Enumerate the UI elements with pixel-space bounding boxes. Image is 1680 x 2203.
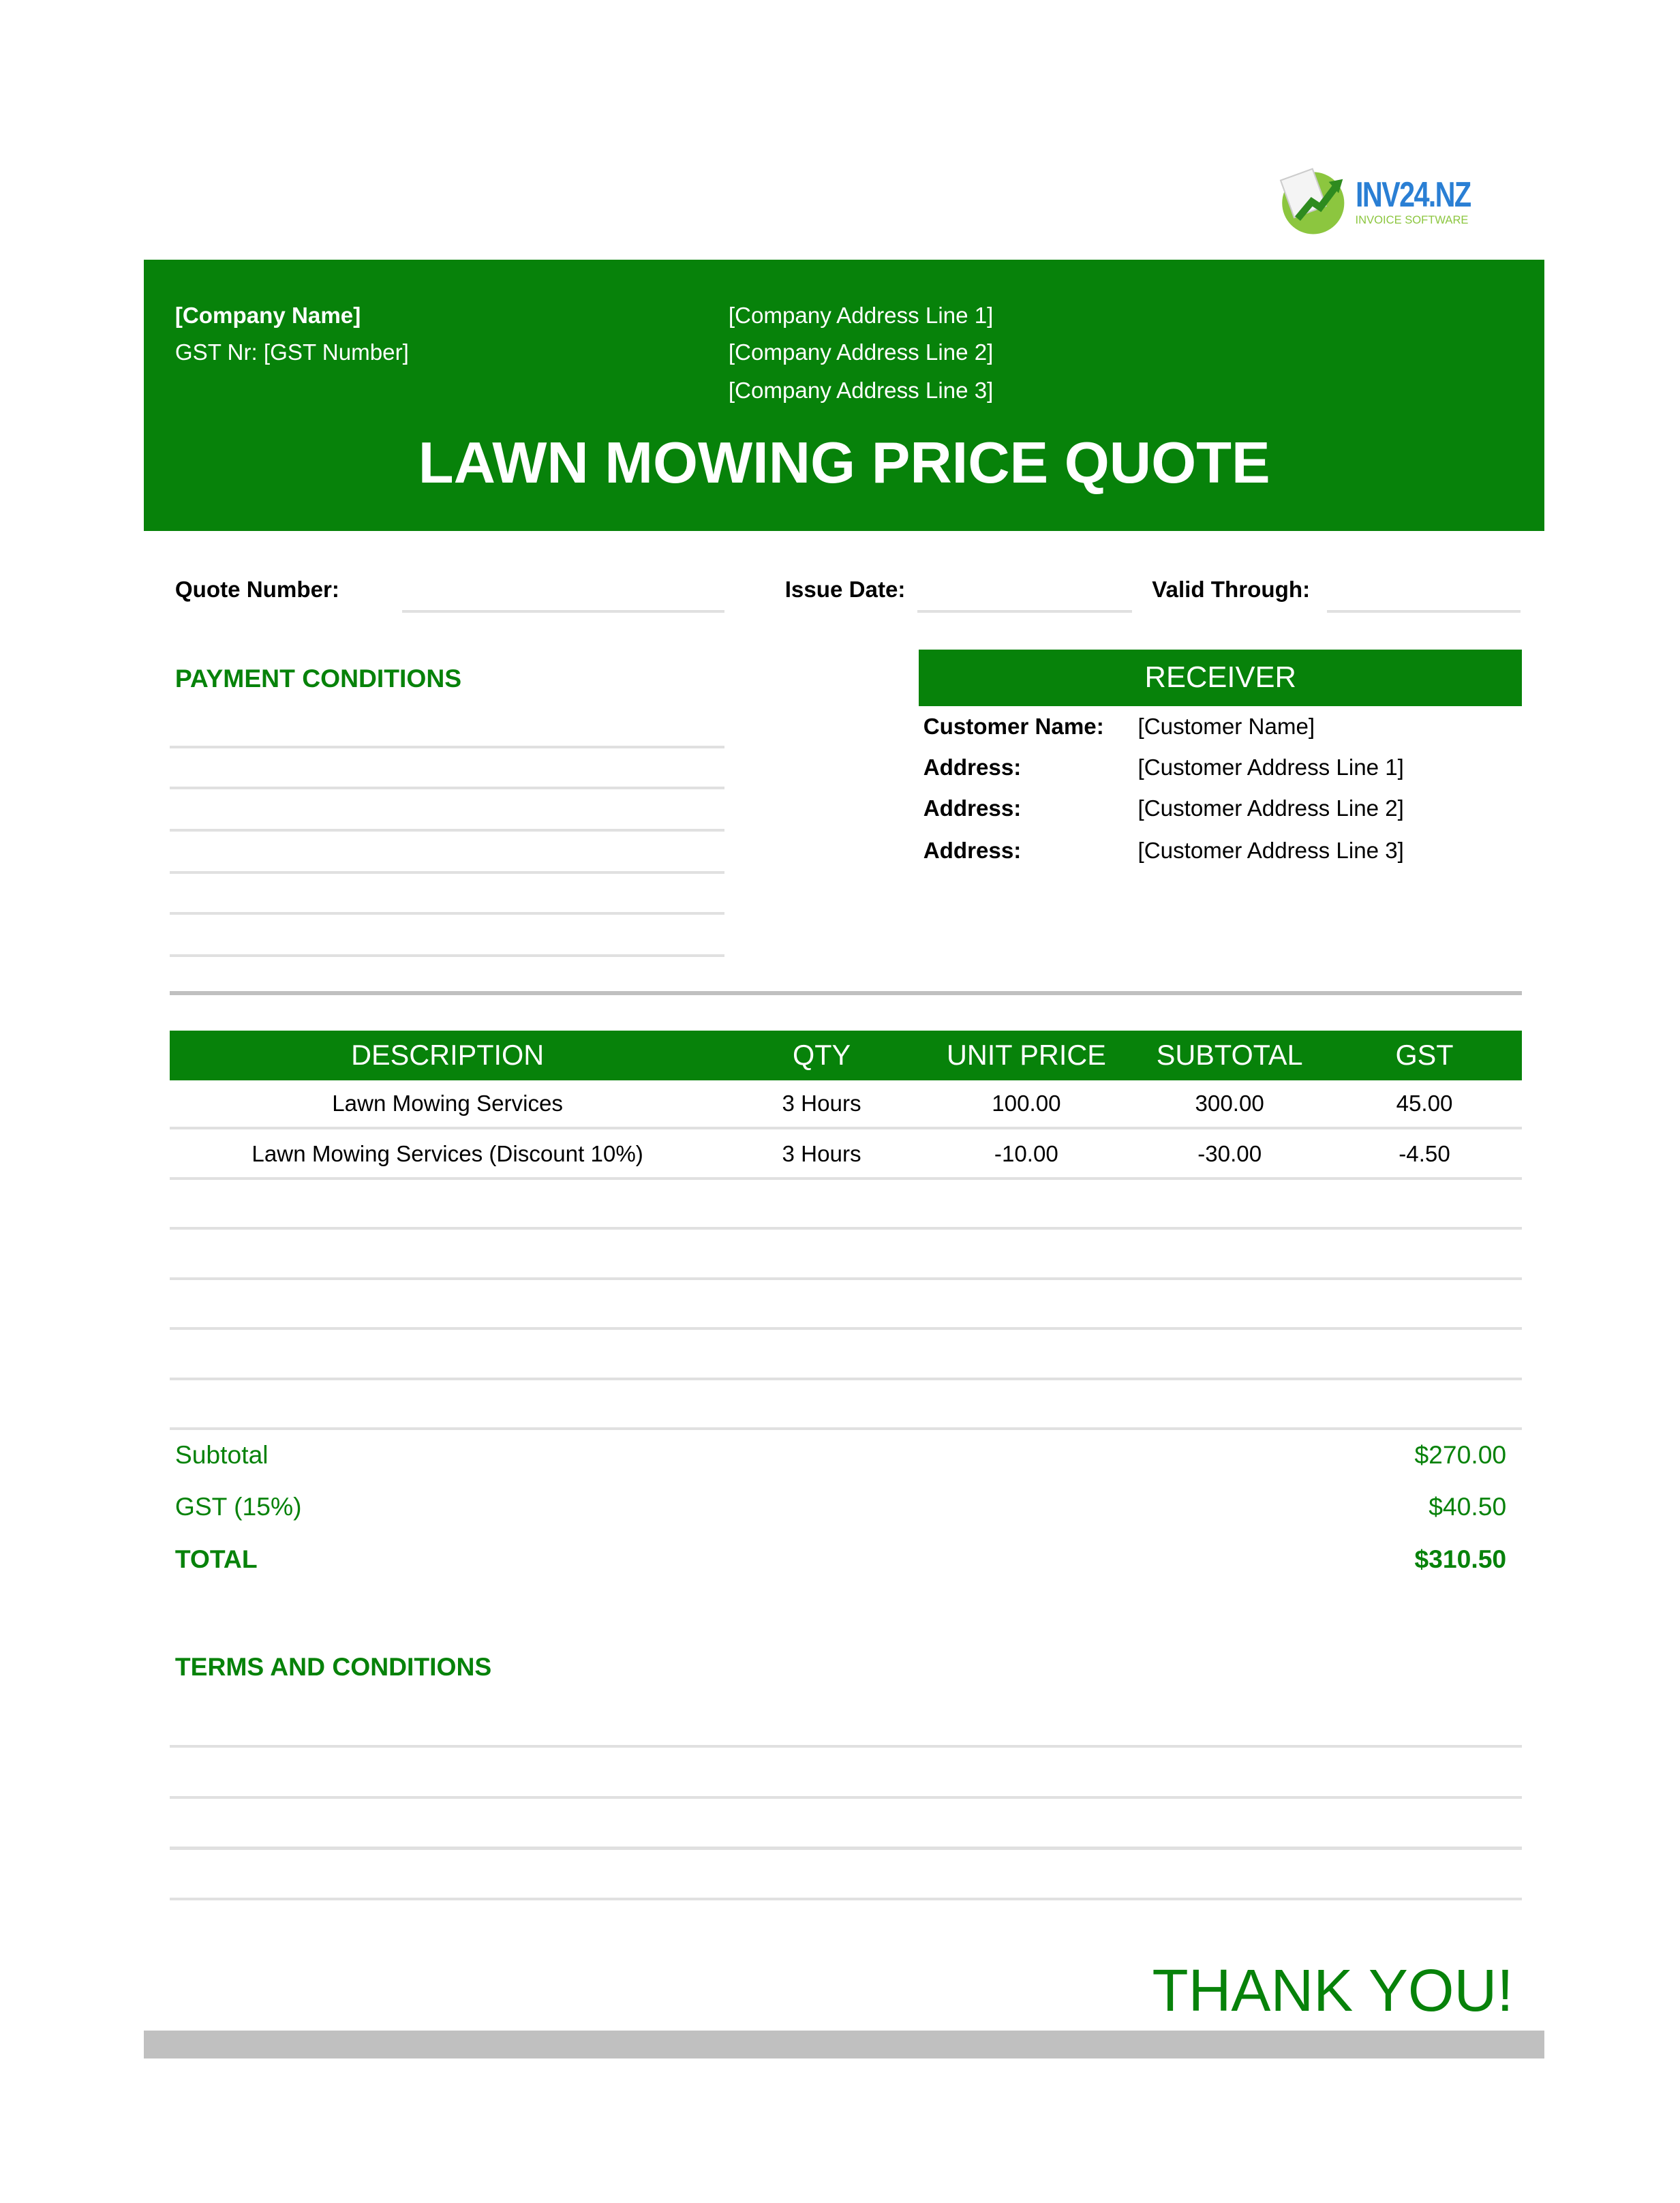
logo-tagline: INVOICE SOFTWARE (1355, 213, 1469, 226)
payment-line[interactable] (169, 954, 724, 958)
col-qty: QTY (792, 1039, 851, 1071)
col-unit-price: UNIT PRICE (946, 1039, 1106, 1071)
items-table-header: DESCRIPTION QTY UNIT PRICE SUBTOTAL GST (169, 1031, 1522, 1080)
terms-line[interactable] (169, 1897, 1522, 1901)
payment-conditions-title: PAYMENT CONDITIONS (174, 663, 462, 693)
cell-subtotal: -30.00 (1197, 1141, 1262, 1167)
cell-qty: 3 Hours (782, 1091, 861, 1117)
inv24-logo: INV24.NZ INVOICE SOFTWARE (1278, 162, 1482, 236)
table-row: Lawn Mowing Services 3 Hours 100.00 300.00 4… (169, 1080, 1522, 1130)
gst-value: $40.50 (1429, 1492, 1507, 1521)
issue-date-label: Issue Date: (784, 577, 906, 603)
payment-line[interactable] (169, 745, 724, 748)
payment-line[interactable] (169, 786, 724, 789)
cell-gst: 45.00 (1396, 1091, 1453, 1117)
cell-qty: 3 Hours (782, 1141, 861, 1167)
total-value: $310.50 (1414, 1545, 1507, 1574)
payment-line[interactable] (169, 871, 724, 875)
table-row (169, 1281, 1522, 1331)
cell-gst: -4.50 (1399, 1141, 1450, 1167)
terms-line[interactable] (169, 1847, 1522, 1850)
issue-date-field[interactable] (917, 609, 1133, 613)
logo-text: INV24.NZ (1355, 174, 1471, 214)
page-title: LAWN MOWING PRICE QUOTE (418, 429, 1270, 495)
table-row (169, 1381, 1522, 1431)
receiver-title: RECEIVER (919, 649, 1522, 706)
quote-number-label: Quote Number: (174, 577, 339, 603)
col-gst: GST (1395, 1039, 1454, 1071)
header-banner: [Company Name] GST Nr: [GST Number] [Com… (144, 260, 1545, 531)
subtotal-value: $270.00 (1414, 1440, 1507, 1469)
thank-you: THANK YOU! (1152, 1957, 1514, 2024)
terms-line[interactable] (169, 1745, 1522, 1748)
address-label: Address: (923, 838, 1022, 864)
cell-description: Lawn Mowing Services (332, 1091, 564, 1117)
company-name: [Company Name] (174, 303, 361, 329)
gst-number: GST Nr: [GST Number] (174, 340, 409, 366)
table-row (169, 1230, 1522, 1280)
customer-address-line-2: [Customer Address Line 2] (1137, 796, 1404, 822)
company-address-line-3: [Company Address Line 3] (728, 378, 994, 404)
cell-unit-price: -10.00 (994, 1141, 1058, 1167)
valid-through-field[interactable] (1327, 609, 1521, 613)
valid-through-label: Valid Through: (1152, 577, 1311, 603)
cell-unit-price: 100.00 (992, 1091, 1061, 1117)
company-address-line-1: [Company Address Line 1] (728, 303, 994, 329)
customer-name-value: [Customer Name] (1137, 714, 1315, 740)
col-description: DESCRIPTION (351, 1039, 545, 1071)
table-row (169, 1331, 1522, 1380)
footer-bar (144, 2030, 1545, 2059)
customer-address-line-1: [Customer Address Line 1] (1137, 755, 1404, 781)
address-label: Address: (923, 796, 1022, 822)
payment-line[interactable] (169, 912, 724, 915)
table-row (169, 1181, 1522, 1230)
col-subtotal: SUBTOTAL (1156, 1039, 1303, 1071)
section-divider (169, 991, 1522, 996)
customer-name-label: Customer Name: (923, 714, 1104, 740)
gst-label: GST (15%) (174, 1492, 302, 1521)
payment-line[interactable] (169, 828, 724, 832)
subtotal-label: Subtotal (174, 1440, 269, 1469)
company-address-line-2: [Company Address Line 2] (728, 340, 994, 366)
cell-subtotal: 300.00 (1195, 1091, 1264, 1117)
terms-line[interactable] (169, 1795, 1522, 1799)
cell-description: Lawn Mowing Services (Discount 10%) (251, 1141, 643, 1167)
quote-number-field[interactable] (402, 609, 724, 613)
address-label: Address: (923, 755, 1022, 781)
terms-title: TERMS AND CONDITIONS (174, 1652, 492, 1681)
customer-address-line-3: [Customer Address Line 3] (1137, 838, 1404, 864)
table-row: Lawn Mowing Services (Discount 10%) 3 Hou… (169, 1130, 1522, 1180)
total-label: TOTAL (174, 1545, 258, 1574)
logo-badge-icon (1279, 168, 1344, 234)
